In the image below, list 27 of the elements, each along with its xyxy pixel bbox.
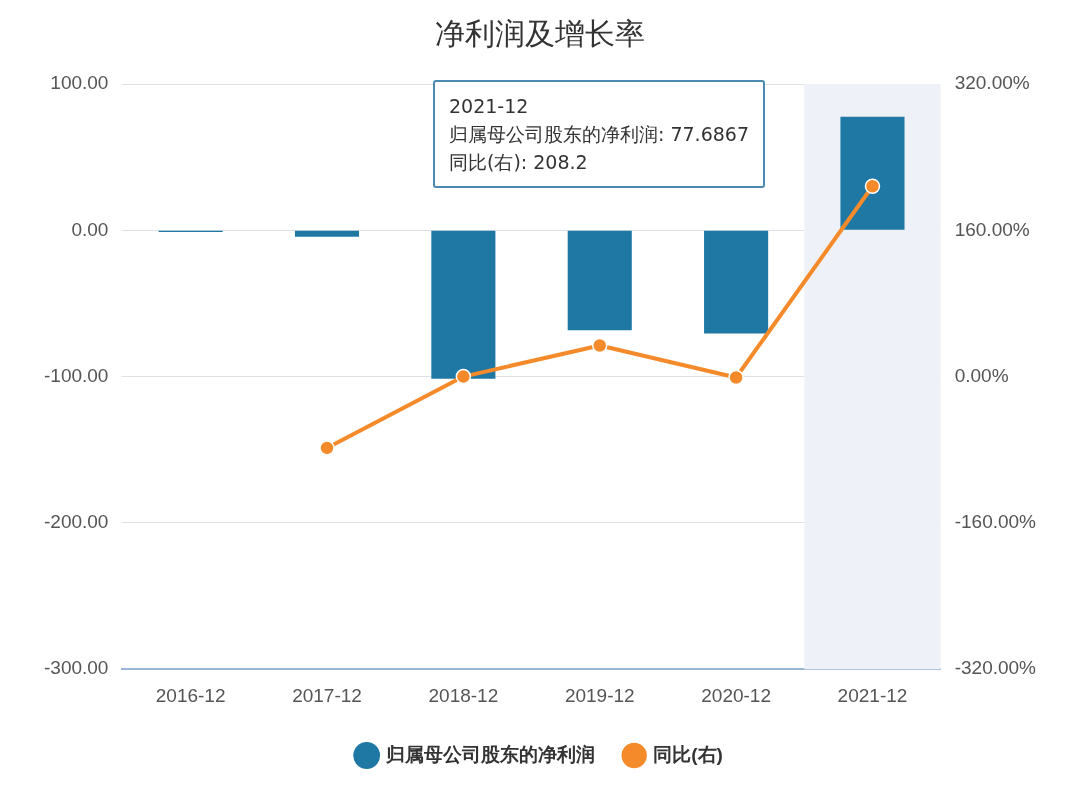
y-tick-label: 0.00 (71, 218, 109, 240)
point (728, 369, 744, 386)
x-tick-label: 2017-12 (292, 684, 362, 706)
annotation: 2021-12 (449, 94, 530, 119)
point (455, 368, 472, 385)
point (319, 440, 335, 456)
point (864, 178, 881, 194)
annotation: 归属母公司股东的净利润: 77.6867 (449, 122, 750, 147)
x-tick-label: 2020-12 (701, 684, 771, 706)
x-tick-label: 2018-12 (428, 684, 499, 706)
y2-tick-label: 160.00% (954, 218, 1030, 240)
y-tick-label: 100.00 (50, 72, 109, 94)
legend-label: 归属母公司股东的净利润 (384, 743, 595, 765)
y2-tick-label: 320.00% (954, 72, 1030, 94)
annotation: 同比(右): 208.2 (449, 150, 589, 175)
y-tick-label: -100.00 (43, 364, 109, 386)
x-tick-label: 2019-12 (564, 684, 635, 706)
y2-tick-label: -320.00% (954, 657, 1037, 679)
y-tick-label: -200.00 (43, 511, 109, 533)
y-tick-label: -300.00 (43, 657, 109, 679)
x-tick-label: 2021-12 (837, 684, 908, 706)
chart-title: 净利润及增长率 (435, 17, 645, 51)
point (591, 337, 608, 354)
x-tick-label: 2016-12 (155, 684, 226, 706)
y2-tick-label: 0.00% (954, 364, 1009, 386)
legend-label: 同比(右) (653, 743, 723, 765)
y2-tick-label: -160.00% (954, 511, 1037, 533)
